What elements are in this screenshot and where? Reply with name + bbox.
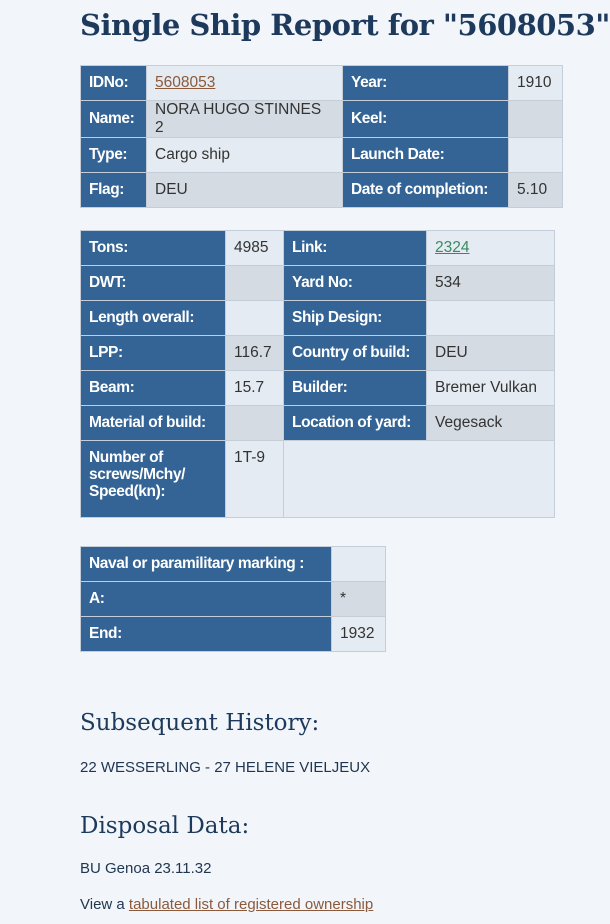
field-label: DWT: (80, 265, 226, 301)
field-value (508, 137, 563, 173)
history-text: 22 WESSERLING - 27 HELENE VIELJEUX (80, 759, 371, 776)
field-label: IDNo: (80, 65, 147, 101)
field-value: 116.7 (225, 335, 284, 371)
record-link[interactable]: 2324 (435, 239, 470, 256)
page-title: Single Ship Report for "5608053" (80, 8, 610, 42)
field-value: Cargo ship (146, 137, 343, 173)
field-value: 15.7 (225, 370, 284, 406)
field-label: Type: (80, 137, 147, 173)
field-value: * (331, 581, 386, 617)
field-label: Link: (283, 230, 427, 266)
field-label: Beam: (80, 370, 226, 406)
ownership-link[interactable]: tabulated list of registered ownership (128, 896, 374, 913)
field-value: Vegesack (426, 405, 555, 441)
field-value: 5608053 (146, 65, 343, 101)
field-label: Tons: (80, 230, 226, 266)
field-label: Material of build: (80, 405, 226, 441)
section-heading: Disposal Data: (80, 813, 250, 839)
field-label: LPP: (80, 335, 226, 371)
field-label: Launch Date: (342, 137, 509, 173)
field-value (426, 300, 555, 336)
field-value: DEU (426, 335, 555, 371)
table-row: Number of screws/Mchy/ Speed(kn): 1T-9 (80, 440, 555, 518)
field-label: Location of yard: (283, 405, 427, 441)
field-value: 5.10 (508, 172, 563, 208)
field-label: Flag: (80, 172, 147, 208)
field-value: NORA HUGO STINNES 2 (146, 100, 343, 138)
field-label: End: (80, 616, 332, 652)
field-label: Year: (342, 65, 509, 101)
field-label: Date of completion: (342, 172, 509, 208)
field-value: 1910 (508, 65, 563, 101)
section-heading: Subsequent History: (80, 710, 320, 736)
field-label: Yard No: (283, 265, 427, 301)
field-label: Name: (80, 100, 147, 138)
field-value (508, 100, 563, 138)
footer-text: View a tabulated list of registered owne… (80, 896, 373, 913)
build-table: Tons: 4985 Link: 2324 DWT: Yard No: 534 Length … (80, 230, 555, 518)
footer-prefix: View a (80, 896, 129, 913)
field-value (225, 405, 284, 441)
field-label: Number of screws/Mchy/ Speed(kn): (80, 440, 226, 518)
field-value: 534 (426, 265, 555, 301)
field-value: Bremer Vulkan (426, 370, 555, 406)
field-value (331, 546, 386, 582)
field-value (225, 265, 284, 301)
table-row: Type: Cargo ship Launch Date: (80, 137, 563, 173)
table-row: Tons: 4985 Link: 2324 (80, 230, 555, 266)
table-row: Material of build: Location of yard: Veges… (80, 405, 555, 441)
table-row: Naval or paramilitary marking : (80, 546, 386, 582)
field-value: 2324 (426, 230, 555, 266)
record-link[interactable]: 5608053 (155, 74, 216, 91)
field-label: A: (80, 581, 332, 617)
table-row: Beam: 15.7 Builder: Bremer Vulkan (80, 370, 555, 406)
field-label: Naval or paramilitary marking : (80, 546, 332, 582)
table-row: LPP: 116.7 Country of build: DEU (80, 335, 555, 371)
table-row: Flag: DEU Date of completion: 5.10 (80, 172, 563, 208)
field-value: 1T-9 (225, 440, 284, 518)
table-row: Name: NORA HUGO STINNES 2 Keel: (80, 100, 563, 138)
field-label: Keel: (342, 100, 509, 138)
field-label: Builder: (283, 370, 427, 406)
table-row: Length overall: Ship Design: (80, 300, 555, 336)
table-row: A: * (80, 581, 386, 617)
table-row: DWT: Yard No: 534 (80, 265, 555, 301)
field-value: 4985 (225, 230, 284, 266)
field-value: 1932 (331, 616, 386, 652)
marking-table: Naval or paramilitary marking : A: * End: 19… (80, 546, 386, 652)
ship-table: IDNo: 5608053 Year: 1910 Name: NORA HUGO STIN… (80, 65, 563, 208)
empty-cell (283, 440, 555, 518)
field-label: Length overall: (80, 300, 226, 336)
field-label: Ship Design: (283, 300, 427, 336)
table-row: IDNo: 5608053 Year: 1910 (80, 65, 563, 101)
field-value (225, 300, 284, 336)
table-row: End: 1932 (80, 616, 386, 652)
disposal-text: BU Genoa 23.11.32 (80, 860, 212, 877)
field-value: DEU (146, 172, 343, 208)
field-label: Country of build: (283, 335, 427, 371)
